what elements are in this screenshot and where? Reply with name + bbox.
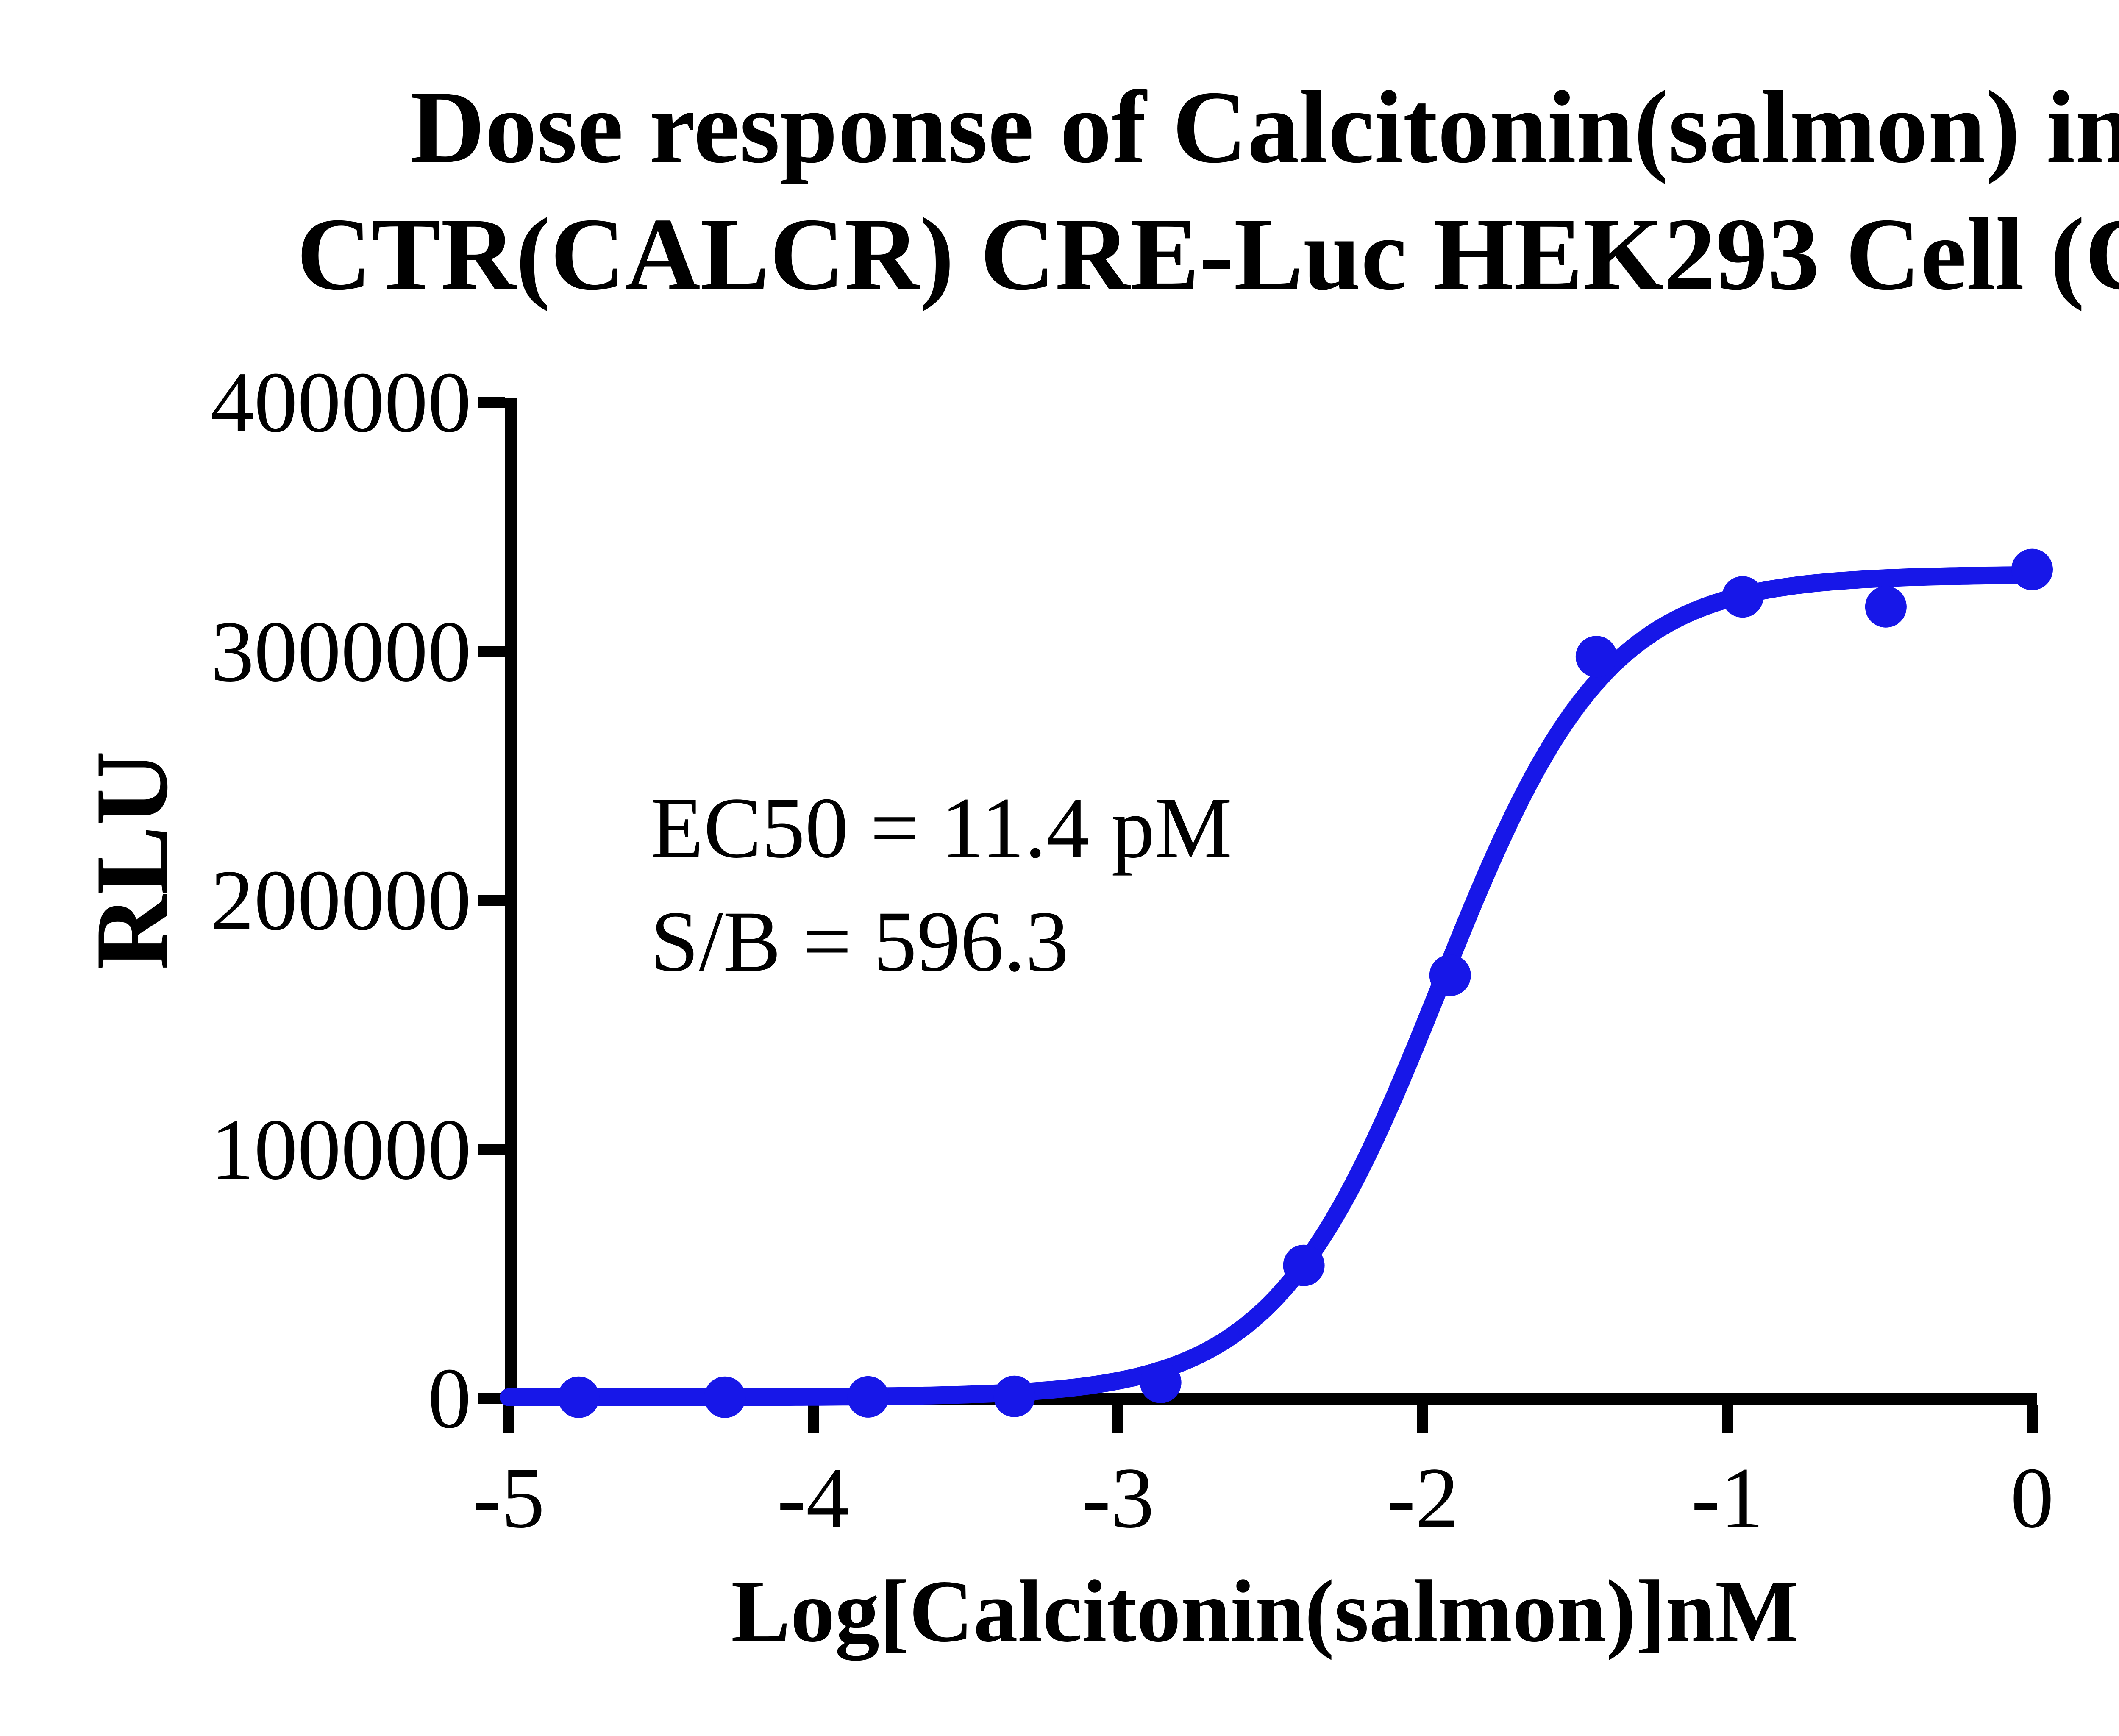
y-tick-label: 400000: [211, 354, 471, 451]
x-tick-label: -1: [1691, 1450, 1764, 1546]
data-point: [993, 1375, 1035, 1417]
data-point: [1865, 586, 1907, 628]
data-point: [558, 1376, 600, 1418]
fit-annotation: EC50 = 11.4 pM S/B = 596.3: [651, 771, 1232, 999]
chart-title: Dose response of Calcitonin(salmon) in C…: [286, 64, 2119, 318]
chart-title-line1: Dose response of Calcitonin(salmon) in: [410, 70, 2119, 184]
fit-curve: [500, 566, 2041, 1406]
x-tick-label: -3: [1082, 1450, 1154, 1546]
data-point: [1721, 576, 1763, 618]
x-tick-label: 0: [2010, 1450, 2054, 1546]
x-tick-label: -5: [472, 1450, 545, 1546]
data-point: [2011, 548, 2053, 590]
chart-title-line2: CTR(CALCR) CRE-Luc HEK293 Cell (C9): [296, 197, 2119, 312]
data-point: [704, 1376, 746, 1418]
y-tick-label: 200000: [211, 852, 471, 949]
x-tick-label: -2: [1386, 1450, 1459, 1546]
x-tick-label: -4: [777, 1450, 850, 1546]
y-tick-label: 0: [428, 1350, 472, 1447]
data-point: [1429, 954, 1471, 996]
y-tick-label: 300000: [211, 603, 471, 700]
data-point: [847, 1376, 889, 1418]
x-axis-title: Log[Calcitonin(salmon)]nM: [731, 1562, 1799, 1661]
data-point: [1140, 1361, 1182, 1403]
signal-background-ratio: S/B = 596.3: [651, 893, 1069, 990]
data-point: [1575, 636, 1617, 678]
ec50-value: EC50 = 11.4 pM: [651, 780, 1232, 876]
y-tick-label: 100000: [211, 1101, 471, 1198]
data-point: [1283, 1244, 1325, 1286]
